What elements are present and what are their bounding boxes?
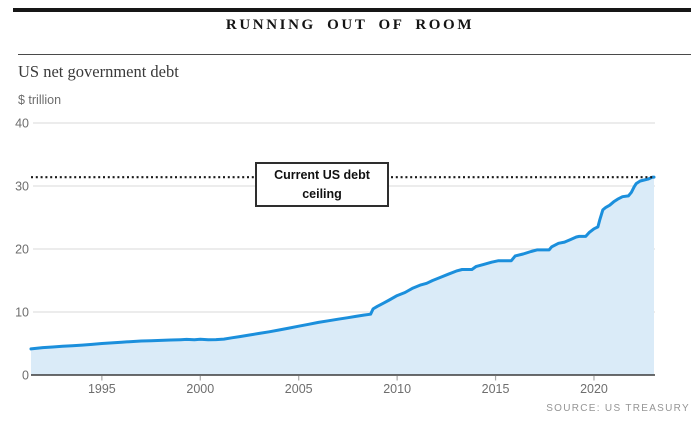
debt-line [29, 175, 656, 351]
top-rule-bar [13, 8, 691, 12]
y-tick-label-30: 30 [15, 180, 29, 194]
header-divider [18, 54, 691, 55]
chart-title: RUNNING OUT OF ROOM [225, 17, 475, 33]
y-tick-label-20: 20 [15, 243, 29, 257]
y-tick-label-0: 0 [22, 369, 29, 383]
x-tick-label-2015: 2015 [482, 382, 510, 396]
x-tick-label-2005: 2005 [285, 382, 313, 396]
debt-area-fill [31, 177, 654, 375]
y-tick-label-40: 40 [15, 117, 29, 131]
x-tick-label-2000: 2000 [186, 382, 214, 396]
debt-ceiling-callout: Current US debt ceiling [255, 162, 389, 207]
debt-ceiling-callout-label: Current US debt ceiling [274, 167, 370, 201]
y-tick-label-10: 10 [15, 306, 29, 320]
x-tick-label-2010: 2010 [383, 382, 411, 396]
source-credit: SOURCE: US TREASURY [546, 403, 690, 414]
chart-subtitle: US net government debt [18, 62, 179, 81]
y-axis-unit-label: $ trillion [18, 93, 62, 107]
x-tick-label-2020: 2020 [580, 382, 608, 396]
x-tick-label-1995: 1995 [88, 382, 116, 396]
